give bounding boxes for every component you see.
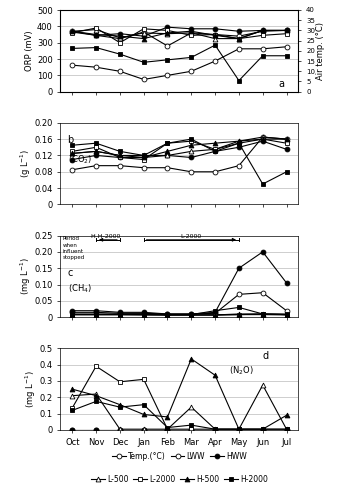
Text: d: d — [263, 350, 269, 360]
Text: b: b — [68, 135, 74, 145]
Y-axis label: (mg L$^{-1}$): (mg L$^{-1}$) — [19, 258, 33, 295]
Text: Period
when
influent
stopped: Period when influent stopped — [63, 236, 85, 260]
Y-axis label: Air temp. (°C): Air temp. (°C) — [316, 22, 325, 80]
Y-axis label: (mg L$^{-1}$): (mg L$^{-1}$) — [24, 370, 38, 408]
Text: (CH$_4$): (CH$_4$) — [68, 283, 91, 296]
Legend: Temp.(°C), LWW, HWW: Temp.(°C), LWW, HWW — [109, 448, 249, 464]
Y-axis label: (g L$^{-1}$): (g L$^{-1}$) — [18, 149, 33, 178]
Y-axis label: ORP (mV): ORP (mV) — [25, 30, 34, 71]
Text: (N$_2$O): (N$_2$O) — [229, 364, 254, 377]
Legend: L-500, L-2000, H-500, H-2000: L-500, L-2000, H-500, H-2000 — [88, 472, 271, 487]
Text: a: a — [278, 79, 284, 89]
Text: c: c — [68, 268, 73, 278]
Text: (CO$_2$): (CO$_2$) — [68, 154, 92, 166]
Text: L-2000: L-2000 — [181, 234, 202, 239]
Text: H H-2000: H H-2000 — [91, 234, 120, 239]
